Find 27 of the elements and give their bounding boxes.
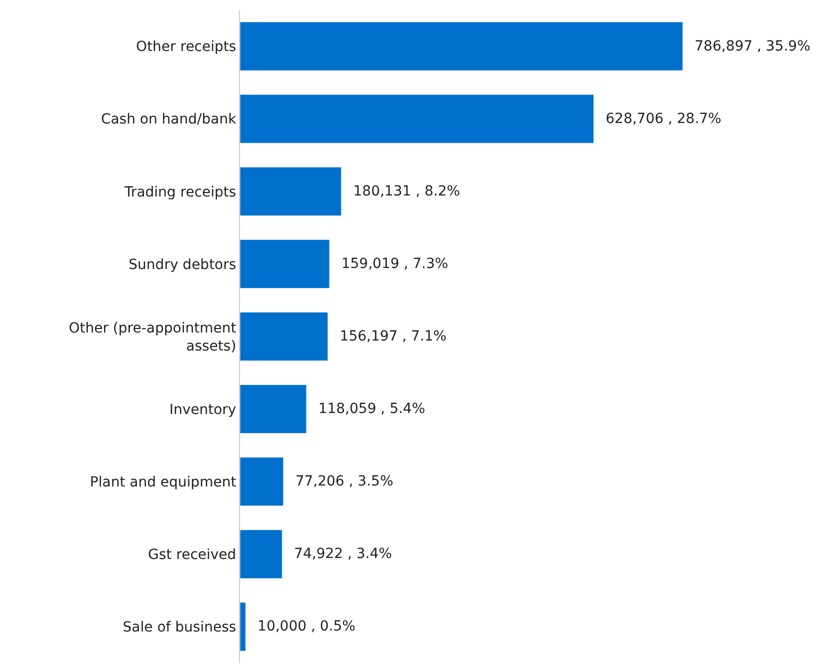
y-tick-label: Inventory	[169, 402, 236, 418]
data-label: 159,019 , 7.3%	[332, 256, 448, 272]
data-label: 118,059 , 5.4%	[309, 401, 426, 418]
data-label: 628,706 , 28.7%	[596, 110, 722, 127]
data-label: 156,197 , 7.1%	[330, 328, 447, 344]
y-tick-label: Sundry debtors	[128, 256, 236, 273]
bar	[240, 530, 282, 579]
bar	[240, 22, 683, 71]
bar	[240, 384, 307, 434]
data-label: 180,131 , 8.2%	[344, 183, 460, 200]
bar	[240, 239, 330, 288]
bar	[240, 166, 342, 216]
y-tick-label: Other receipts	[136, 39, 236, 56]
bar	[240, 312, 328, 362]
bar	[240, 457, 284, 506]
y-tick-label: Sale of business	[122, 620, 236, 636]
bar	[240, 94, 594, 144]
bar	[240, 602, 246, 652]
data-label: 10,000 , 0.5%	[248, 618, 356, 635]
data-label: 74,922 , 3.4%	[285, 546, 392, 562]
y-tick-label: Plant and equipment	[90, 474, 237, 491]
data-label: 786,897 , 35.9%	[686, 38, 810, 54]
y-tick-label: Other (pre-appointment assets)	[68, 320, 237, 354]
y-tick-label: Trading receipts	[123, 184, 236, 200]
y-tick-label: Gst received	[148, 547, 236, 564]
y-tick-label: Cash on hand/bank	[100, 112, 238, 128]
data-label: 77,206 , 3.5%	[286, 474, 394, 490]
